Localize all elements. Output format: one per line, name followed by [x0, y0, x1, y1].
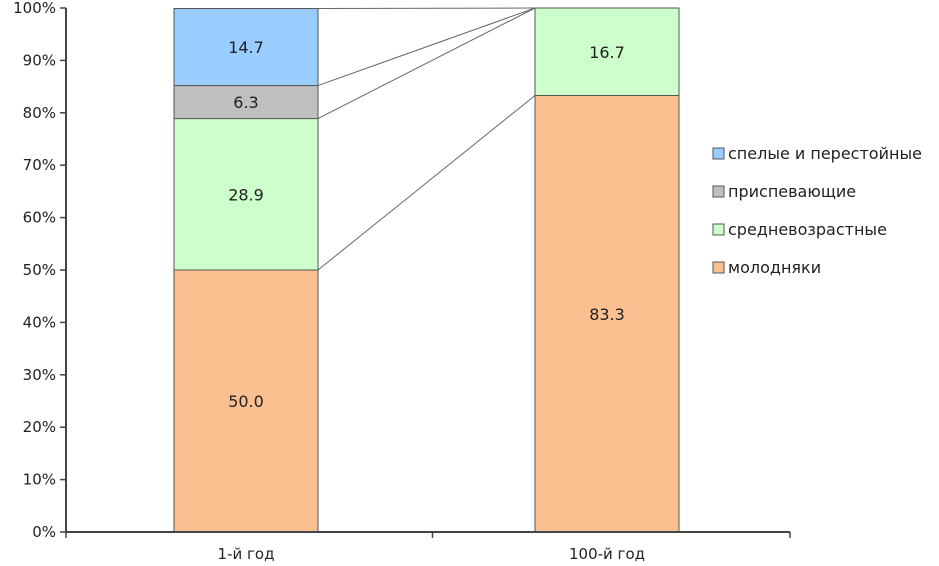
legend: спелые и перестойные приспевающие среднево… [712, 144, 922, 277]
y-tick-label: 70% [23, 156, 56, 174]
legend-label-приспевающие: приспевающие [728, 182, 856, 201]
data-label-молодняки-1: 50.0 [228, 392, 264, 411]
x-tick-label: 100-й год [569, 545, 645, 563]
y-tick-label: 30% [23, 366, 56, 384]
series-line-средневозрастные [317, 7, 536, 120]
bar-спелые-и-перестойные-1 [173, 8, 319, 87]
bar-средневозрастные-2 [534, 7, 680, 97]
y-tick-label: 60% [23, 209, 56, 227]
series-lines [317, 7, 536, 271]
legend-label-спелые-и-перестойные: спелые и перестойные [728, 144, 922, 163]
data-label-приспевающие-1: 6.3 [233, 93, 258, 112]
data-label-спелые-и-перестойные-1: 14.7 [228, 38, 264, 57]
legend-swatch-приспевающие [712, 185, 725, 198]
y-tick-label: 40% [23, 313, 56, 331]
bar-средневозрастные-1 [173, 118, 319, 271]
y-tick-label: 100% [13, 0, 56, 17]
series-line-спелые-и-перестойные [317, 7, 536, 10]
bar-молодняки-1 [173, 269, 319, 533]
legend-swatch-молодняки [712, 261, 725, 274]
y-tick-label: 50% [23, 261, 56, 279]
legend-label-молодняки: молодняки [728, 258, 821, 277]
legend-swatch-спелые-и-перестойные [712, 147, 725, 160]
series-line-приспевающие [317, 7, 536, 87]
data-label-молодняки-2: 83.3 [589, 305, 625, 324]
series-line-молодняки [317, 95, 536, 271]
y-tick-label: 10% [23, 471, 56, 489]
y-tick-label: 20% [23, 418, 56, 436]
y-tick-label: 90% [23, 51, 56, 69]
bar-молодняки-2 [534, 95, 680, 533]
x-tick-label: 1-й год [218, 545, 275, 563]
y-tick-label: 80% [23, 104, 56, 122]
bars: 50.0 28.9 6.3 14.7 83.3 16.7 [173, 7, 680, 533]
data-label-средневозрастные-1: 28.9 [228, 185, 264, 204]
axes: 0% 10% 20% 30% 40% 50% 60% 70% 80% 90% 100% 1-й год… [13, 0, 791, 563]
legend-label-средневозрастные: средневозрастные [728, 220, 887, 239]
data-label-средневозрастные-2: 16.7 [589, 43, 625, 62]
legend-swatch-средневозрастные [712, 223, 725, 236]
y-tick-label: 0% [32, 523, 56, 541]
